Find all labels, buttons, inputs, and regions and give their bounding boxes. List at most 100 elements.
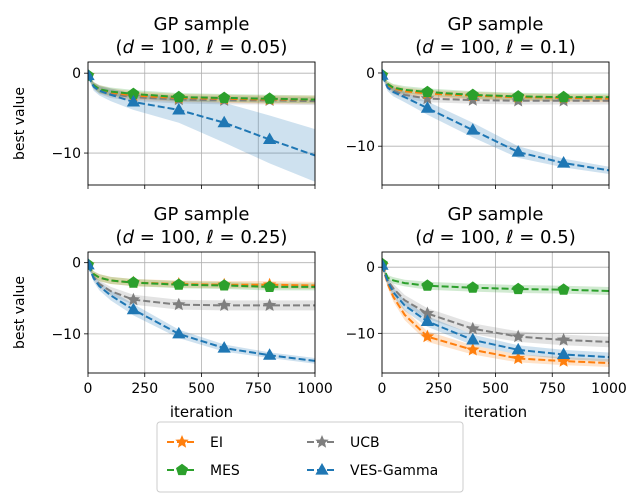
plot-area: [88, 257, 315, 364]
y-tick-label: −10: [345, 326, 375, 342]
subplot-subtitle: (d = 100, ℓ = 0.25): [116, 227, 288, 248]
marker-ves-gamma: [88, 257, 95, 270]
dimension-symbol: d: [123, 37, 135, 58]
marker-ei: [466, 342, 480, 356]
marker-ei: [556, 354, 571, 367]
subtitle-part: 0.1: [540, 37, 569, 58]
legend-label: EI: [210, 435, 223, 451]
marker-mes: [557, 90, 570, 103]
marker-ucb: [172, 297, 186, 311]
subplot-title: GP sample: [448, 204, 544, 225]
line-ucb: [382, 264, 609, 343]
y-tick-label: −10: [51, 146, 81, 162]
dimension-symbol: d: [123, 227, 135, 248]
plot-area: [88, 68, 315, 182]
subtitle-part: =: [134, 37, 161, 58]
marker-ucb: [511, 329, 525, 343]
x-tick-label: 750: [245, 381, 272, 397]
marker-ves-gamma: [382, 68, 389, 80]
subtitle-part: ): [569, 227, 576, 248]
x-tick-label: 0: [84, 381, 93, 397]
y-axis-label: best value: [12, 87, 28, 160]
band-ves-gamma: [382, 263, 609, 362]
marker-mes: [421, 279, 434, 291]
lengthscale-symbol: ℓ: [205, 227, 213, 248]
y-tick-label: −10: [51, 327, 81, 343]
subtitle-part: 100: [460, 37, 494, 58]
subtitle-part: =: [134, 227, 161, 248]
marker-ucb: [556, 332, 571, 346]
subplot-2: GP sample(d = 100, ℓ = 0.1)0−10: [345, 14, 610, 189]
marker-ves-gamma: [466, 332, 480, 345]
marker-ves-gamma: [217, 341, 231, 353]
legend-marker-ei: [175, 435, 189, 448]
subplot-3: GP sample(d = 100, ℓ = 0.25)0 250 500 750 10…: [12, 204, 333, 421]
band-ucb: [382, 73, 609, 105]
legend-marker-ucb: [315, 435, 329, 448]
band-ei: [382, 73, 609, 103]
y-tick-label: 0: [72, 256, 81, 272]
subtitle-part: ,: [195, 37, 206, 58]
y-tick-label: 0: [72, 66, 81, 82]
subplot-title: GP sample: [154, 204, 250, 225]
dimension-symbol: d: [422, 227, 434, 248]
marker-mes: [421, 85, 434, 98]
plot-area: [382, 68, 609, 175]
axes-frame: [87, 251, 316, 374]
legend-label: UCB: [350, 435, 380, 451]
legend-label: MES: [210, 463, 240, 479]
subtitle-part: =: [514, 227, 541, 248]
band-ves-gamma: [88, 73, 315, 182]
axes-frame: [381, 251, 610, 374]
subtitle-part: =: [434, 37, 461, 58]
marker-ucb: [126, 292, 141, 306]
x-tick-label: 250: [425, 381, 452, 397]
marker-ves-gamma: [172, 102, 186, 115]
marker-ves-gamma: [557, 156, 571, 168]
subtitle-part: (: [415, 227, 422, 248]
subplot-subtitle: (d = 100, ℓ = 0.1): [415, 37, 575, 58]
marker-mes: [172, 278, 185, 290]
legend-marker-ves-gamma: [315, 463, 329, 475]
marker-mes: [557, 283, 570, 295]
x-tick-label: 0: [378, 381, 387, 397]
marker-mes: [127, 87, 140, 99]
marker-mes: [218, 279, 231, 291]
band-ucb: [88, 263, 315, 311]
marker-ves-gamma: [172, 326, 186, 339]
marker-mes: [263, 92, 276, 104]
subtitle-part: =: [214, 37, 241, 58]
lengthscale-symbol: ℓ: [505, 37, 513, 58]
subtitle-part: 0.05: [240, 37, 280, 58]
subplot-4: GP sample(d = 100, ℓ = 0.5)0 250 500 750 100…: [345, 204, 626, 421]
band-ucb: [382, 263, 609, 348]
subtitle-part: (: [415, 37, 422, 58]
marker-ucb: [420, 91, 435, 105]
marker-ves-gamma: [420, 101, 434, 113]
y-tick-label: 0: [366, 260, 375, 276]
subplot-title: GP sample: [448, 14, 544, 35]
subtitle-part: (: [116, 227, 123, 248]
subtitle-part: ,: [195, 227, 206, 248]
axes-frame: [87, 61, 316, 186]
band-ves-gamma: [382, 72, 609, 175]
marker-ves-gamma: [263, 348, 277, 360]
subtitle-part: ): [569, 37, 576, 58]
axes-frame: [381, 61, 610, 186]
marker-mes: [466, 281, 479, 293]
subtitle-part: ,: [495, 37, 506, 58]
subtitle-part: =: [214, 227, 241, 248]
x-tick-label: 750: [539, 381, 566, 397]
subtitle-part: 100: [460, 227, 494, 248]
marker-mes: [172, 90, 185, 103]
subtitle-part: 0.25: [240, 227, 280, 248]
subplot-title: GP sample: [154, 14, 250, 35]
legend-marker-mes: [176, 463, 188, 476]
subtitle-part: 100: [161, 227, 195, 248]
lengthscale-symbol: ℓ: [505, 227, 513, 248]
x-tick-label: 1000: [297, 381, 333, 397]
subtitle-part: ,: [495, 227, 506, 248]
